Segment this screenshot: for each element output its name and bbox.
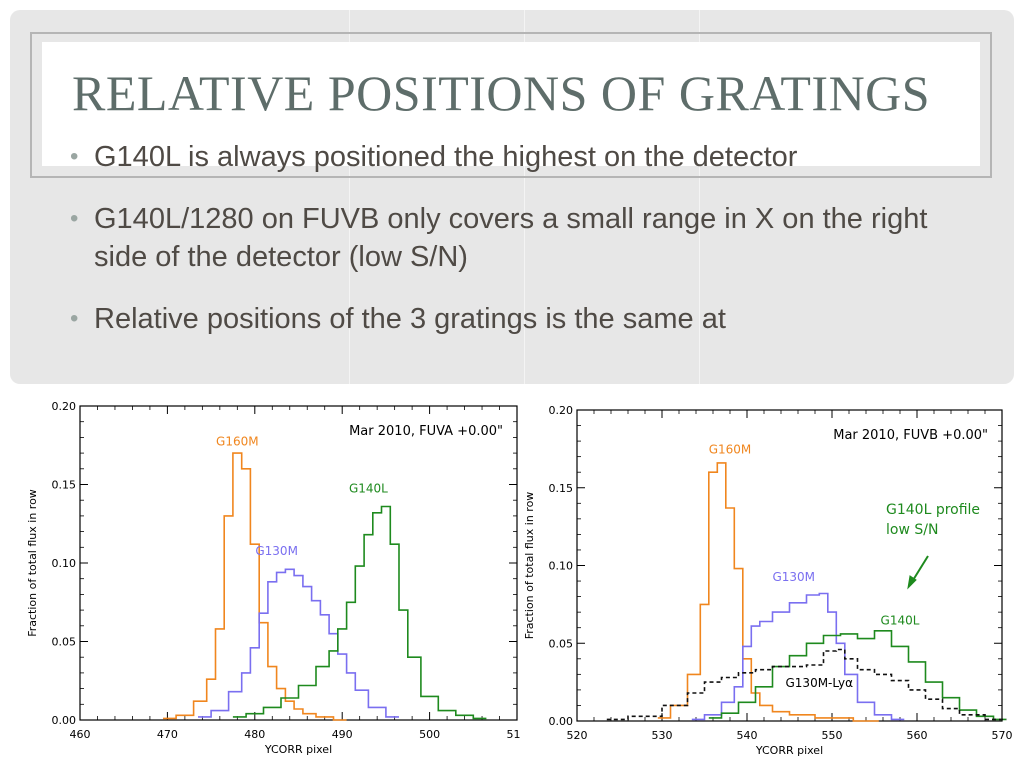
fuvb-x-tick-label: 570 <box>992 729 1013 742</box>
fuva-x-tick-label: 500 <box>419 728 440 741</box>
fuvb-x-tick-label: 530 <box>652 729 673 742</box>
fuva-x-tick-label: 510 <box>507 728 525 741</box>
fuva-series-label-g160m: G160M <box>216 434 259 448</box>
fuvb-y-tick-label: 0.15 <box>549 482 574 495</box>
bullet-item: G140L is always positioned the highest o… <box>70 138 970 176</box>
fuva-plot-frame <box>79 405 518 721</box>
title-frame <box>30 32 992 178</box>
fuva-series-label-g140l: G140L <box>349 481 388 495</box>
fuva-chart: 460 470 480 490 500 510 0.00 0.05 0.10 0.15 0.20 YC… <box>10 392 524 768</box>
fuvb-y-axis-label: Fraction of total flux in row <box>523 492 536 640</box>
fuvb-y-tick-label: 0.20 <box>549 404 574 417</box>
fuva-series-g140l <box>232 505 487 720</box>
fuvb-series-label-g160m: G160M <box>709 443 752 457</box>
fuva-chart-title: Mar 2010, FUVA +0.00" <box>349 424 503 439</box>
bullet-item: Relative positions of the 3 gratings is … <box>70 300 970 338</box>
fuvb-series-label-g130m-ly: G130M-Lyα <box>786 676 854 690</box>
bullet-list: G140L is always positioned the highest o… <box>70 138 970 362</box>
fuva-x-axis-label: YCORR pixel <box>264 743 332 756</box>
fuvb-series-g130m <box>691 592 905 721</box>
fuvb-annotation-arrowhead <box>907 575 917 590</box>
fuvb-x-tick-label: 550 <box>822 729 843 742</box>
fuva-series-label-g130m: G130M <box>255 544 298 558</box>
bullet-item: G140L/1280 on FUVB only covers a small r… <box>70 200 970 276</box>
fuvb-x-axis-label: YCORR pixel <box>755 744 823 757</box>
fuvb-annotation-text: low S/N <box>886 522 938 538</box>
fuvb-series-label-g140l: G140L <box>881 614 920 628</box>
fuvb-chart-title: Mar 2010, FUVB +0.00" <box>833 428 988 443</box>
fuva-y-tick-label: 0.20 <box>52 400 77 413</box>
fuvb-x-tick-label: 540 <box>737 729 758 742</box>
fuvb-series-label-g130m: G130M <box>772 570 815 584</box>
fuvb-chart: 520 530 540 550 560 570 0.00 0.05 0.10 0.15 0.20 YC… <box>520 392 1014 768</box>
fuvb-x-tick-label: 520 <box>567 729 588 742</box>
fuva-series-g130m <box>198 568 399 718</box>
fuva-series-g160m <box>163 452 347 721</box>
fuva-y-tick-label: 0.05 <box>52 636 77 649</box>
fuva-x-tick-label: 490 <box>332 728 353 741</box>
fuva-y-tick-label: 0.15 <box>52 479 77 492</box>
fuvb-x-tick-label: 560 <box>907 729 928 742</box>
fuvb-series-g160m <box>657 462 879 722</box>
fuva-x-tick-label: 470 <box>157 728 178 741</box>
fuvb-annotation-text: G140L profile <box>886 502 980 518</box>
fuvb-y-tick-label: 0.00 <box>549 715 574 728</box>
fuvb-series-g140l <box>708 630 1007 721</box>
fuvb-y-tick-label: 0.10 <box>549 560 574 573</box>
fuva-y-axis-label: Fraction of total flux in row <box>26 489 39 637</box>
fuvb-y-tick-label: 0.05 <box>549 637 574 650</box>
fuvb-plot-frame <box>576 409 1003 722</box>
fuva-y-tick-label: 0.00 <box>52 714 77 727</box>
slide-title: RELATIVE POSITIONS OF GRATINGS <box>72 65 931 121</box>
fuva-x-tick-label: 480 <box>244 728 265 741</box>
fuva-y-tick-label: 0.10 <box>52 557 77 570</box>
fuva-x-tick-label: 460 <box>70 728 91 741</box>
